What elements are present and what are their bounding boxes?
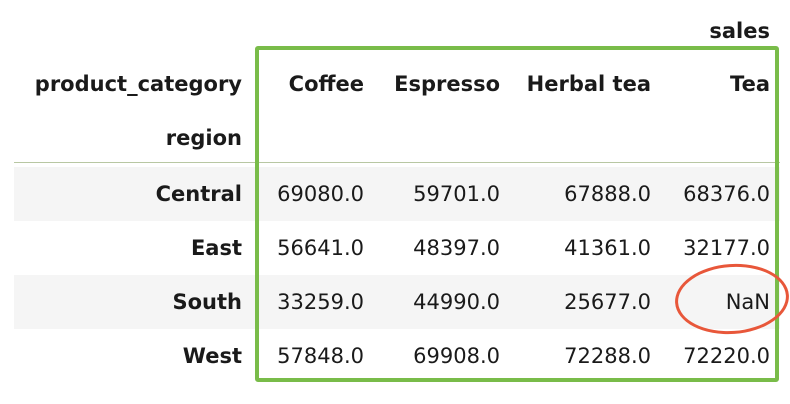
- table-cell: 41361.0: [564, 236, 651, 260]
- row-index-east: East: [190, 236, 242, 260]
- table-cell: 67888.0: [564, 182, 651, 206]
- table-cell: 72288.0: [564, 344, 651, 368]
- table-cell: 69080.0: [277, 182, 364, 206]
- top-level-column-header: sales: [709, 19, 770, 43]
- data-values-highlight-box: [255, 46, 779, 382]
- row-index-west: West: [182, 344, 242, 368]
- table-cell: 25677.0: [564, 290, 651, 314]
- column-header-tea: Tea: [730, 72, 770, 96]
- column-header-herbal-tea: Herbal tea: [526, 72, 651, 96]
- row-index-central: Central: [155, 182, 242, 206]
- header-divider: [14, 162, 780, 163]
- table-cell: 72220.0: [683, 344, 770, 368]
- table-cell: 48397.0: [413, 236, 500, 260]
- table-cell: 33259.0: [277, 290, 364, 314]
- row-stripe: [14, 167, 780, 221]
- table-cell: 59701.0: [413, 182, 500, 206]
- nan-cell: NaN: [725, 290, 770, 314]
- table-cell: 57848.0: [277, 344, 364, 368]
- row-index-south: South: [172, 290, 243, 314]
- row-stripe: [14, 275, 780, 329]
- column-header-espresso: Espresso: [394, 72, 500, 96]
- table-cell: 68376.0: [683, 182, 770, 206]
- column-header-coffee: Coffee: [288, 72, 364, 96]
- table-cell: 69908.0: [413, 344, 500, 368]
- table-cell: 32177.0: [683, 236, 770, 260]
- index-name-label: region: [165, 126, 242, 150]
- table-cell: 44990.0: [413, 290, 500, 314]
- table-cell: 56641.0: [277, 236, 364, 260]
- columns-name-label: product_category: [34, 72, 242, 96]
